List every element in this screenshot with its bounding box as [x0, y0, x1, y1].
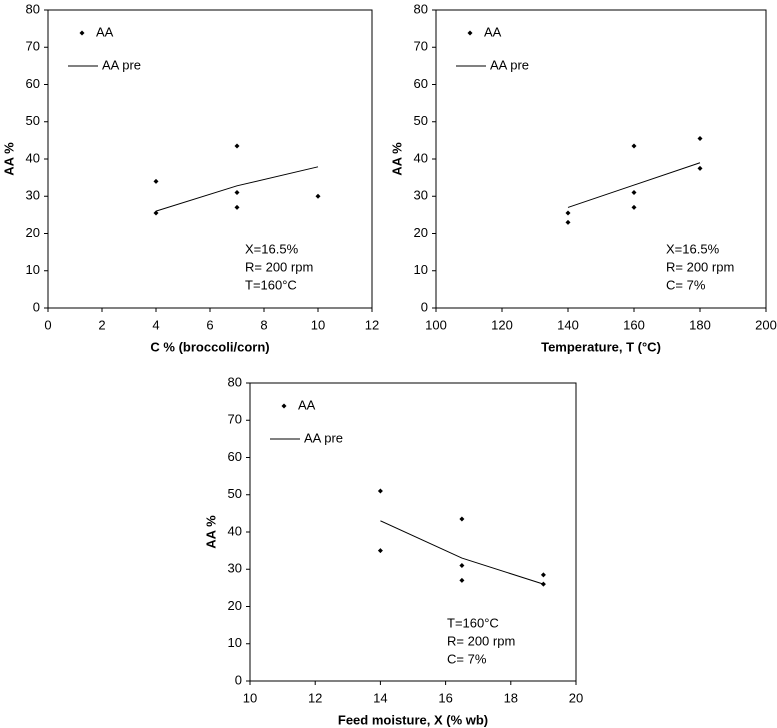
x-tick-label: 100: [425, 317, 447, 332]
data-point: [697, 165, 703, 171]
x-axis-title: Temperature, T (°C): [541, 339, 661, 354]
annotation: R= 200 rpm: [245, 259, 313, 274]
y-tick-label: 10: [228, 635, 242, 650]
y-tick-label: 30: [414, 188, 428, 203]
data-point: [377, 548, 383, 554]
y-tick-label: 40: [228, 523, 242, 538]
data-line: [567, 162, 701, 208]
x-tick-label: 16: [438, 690, 452, 705]
x-tick-label: 4: [152, 317, 159, 332]
x-tick-label: 10: [311, 317, 325, 332]
data-point: [631, 190, 637, 196]
x-tick-label: 180: [689, 317, 711, 332]
data-point: [234, 190, 240, 196]
x-tick-label: 12: [365, 317, 379, 332]
data-point: [153, 210, 159, 216]
y-tick-label: 20: [26, 225, 40, 240]
legend-label: AA pre: [304, 430, 343, 445]
plot-frame: [249, 382, 577, 682]
data-line: [380, 520, 544, 585]
legend-label: AA: [484, 24, 502, 39]
x-tick-label: 160: [623, 317, 645, 332]
data-point: [540, 572, 546, 578]
data-point: [631, 204, 637, 210]
x-tick-label: 6: [206, 317, 213, 332]
y-tick-label: 30: [26, 188, 40, 203]
y-tick-label: 40: [414, 150, 428, 165]
y-axis-title: AA %: [1, 142, 16, 176]
data-point: [377, 488, 383, 494]
y-tick-label: 0: [235, 672, 242, 687]
y-tick-label: 70: [228, 412, 242, 427]
data-point: [631, 143, 637, 149]
x-tick-label: 200: [755, 317, 777, 332]
annotation: R= 200 rpm: [666, 259, 734, 274]
plot-frame: [47, 9, 373, 309]
data-point: [459, 577, 465, 583]
data-point: [565, 210, 571, 216]
x-tick-label: 12: [308, 690, 322, 705]
y-tick-label: 0: [33, 299, 40, 314]
y-tick-label: 30: [228, 561, 242, 576]
data-line: [155, 166, 319, 212]
x-tick-label: 8: [260, 317, 267, 332]
legend-label: AA: [298, 397, 316, 412]
annotation: X=16.5%: [245, 241, 299, 256]
x-tick-label: 2: [98, 317, 105, 332]
data-point: [565, 219, 571, 225]
legend-marker: [281, 403, 287, 409]
data-point: [153, 178, 159, 184]
legend-label: AA: [96, 24, 114, 39]
y-tick-label: 50: [414, 113, 428, 128]
data-point: [459, 516, 465, 522]
x-tick-label: 14: [373, 690, 387, 705]
x-tick-label: 120: [491, 317, 513, 332]
legend-marker: [467, 30, 473, 36]
x-tick-label: 18: [504, 690, 518, 705]
annotation: R= 200 rpm: [447, 633, 515, 648]
y-tick-label: 10: [26, 262, 40, 277]
y-tick-label: 80: [26, 1, 40, 16]
y-tick-label: 80: [228, 374, 242, 389]
legend-label: AA pre: [102, 57, 141, 72]
y-axis-title: AA %: [203, 515, 218, 549]
legend-label: AA pre: [490, 57, 529, 72]
y-tick-label: 70: [414, 39, 428, 54]
legend-marker: [79, 30, 85, 36]
y-tick-label: 50: [26, 113, 40, 128]
annotation: T=160°C: [245, 277, 297, 292]
y-tick-label: 20: [228, 598, 242, 613]
data-point: [315, 193, 321, 199]
y-tick-label: 80: [414, 1, 428, 16]
y-axis-title: AA %: [389, 142, 404, 176]
y-tick-label: 20: [414, 225, 428, 240]
y-tick-label: 0: [421, 299, 428, 314]
data-point: [234, 204, 240, 210]
x-tick-label: 20: [569, 690, 583, 705]
annotation: C= 7%: [666, 277, 706, 292]
y-tick-label: 70: [26, 39, 40, 54]
annotation: C= 7%: [447, 651, 487, 666]
annotation: X=16.5%: [666, 241, 720, 256]
x-tick-label: 0: [44, 317, 51, 332]
y-tick-label: 10: [414, 262, 428, 277]
y-tick-label: 40: [26, 150, 40, 165]
data-point: [697, 136, 703, 142]
data-point: [234, 143, 240, 149]
x-tick-label: 10: [243, 690, 257, 705]
annotation: T=160°C: [447, 615, 499, 630]
x-axis-title: C % (broccoli/corn): [150, 339, 269, 354]
y-tick-label: 50: [228, 486, 242, 501]
x-axis-title: Feed moisture, X (% wb): [338, 712, 488, 727]
y-tick-label: 60: [228, 449, 242, 464]
data-point: [459, 563, 465, 569]
y-tick-label: 60: [414, 76, 428, 91]
y-tick-label: 60: [26, 76, 40, 91]
x-tick-label: 140: [557, 317, 579, 332]
